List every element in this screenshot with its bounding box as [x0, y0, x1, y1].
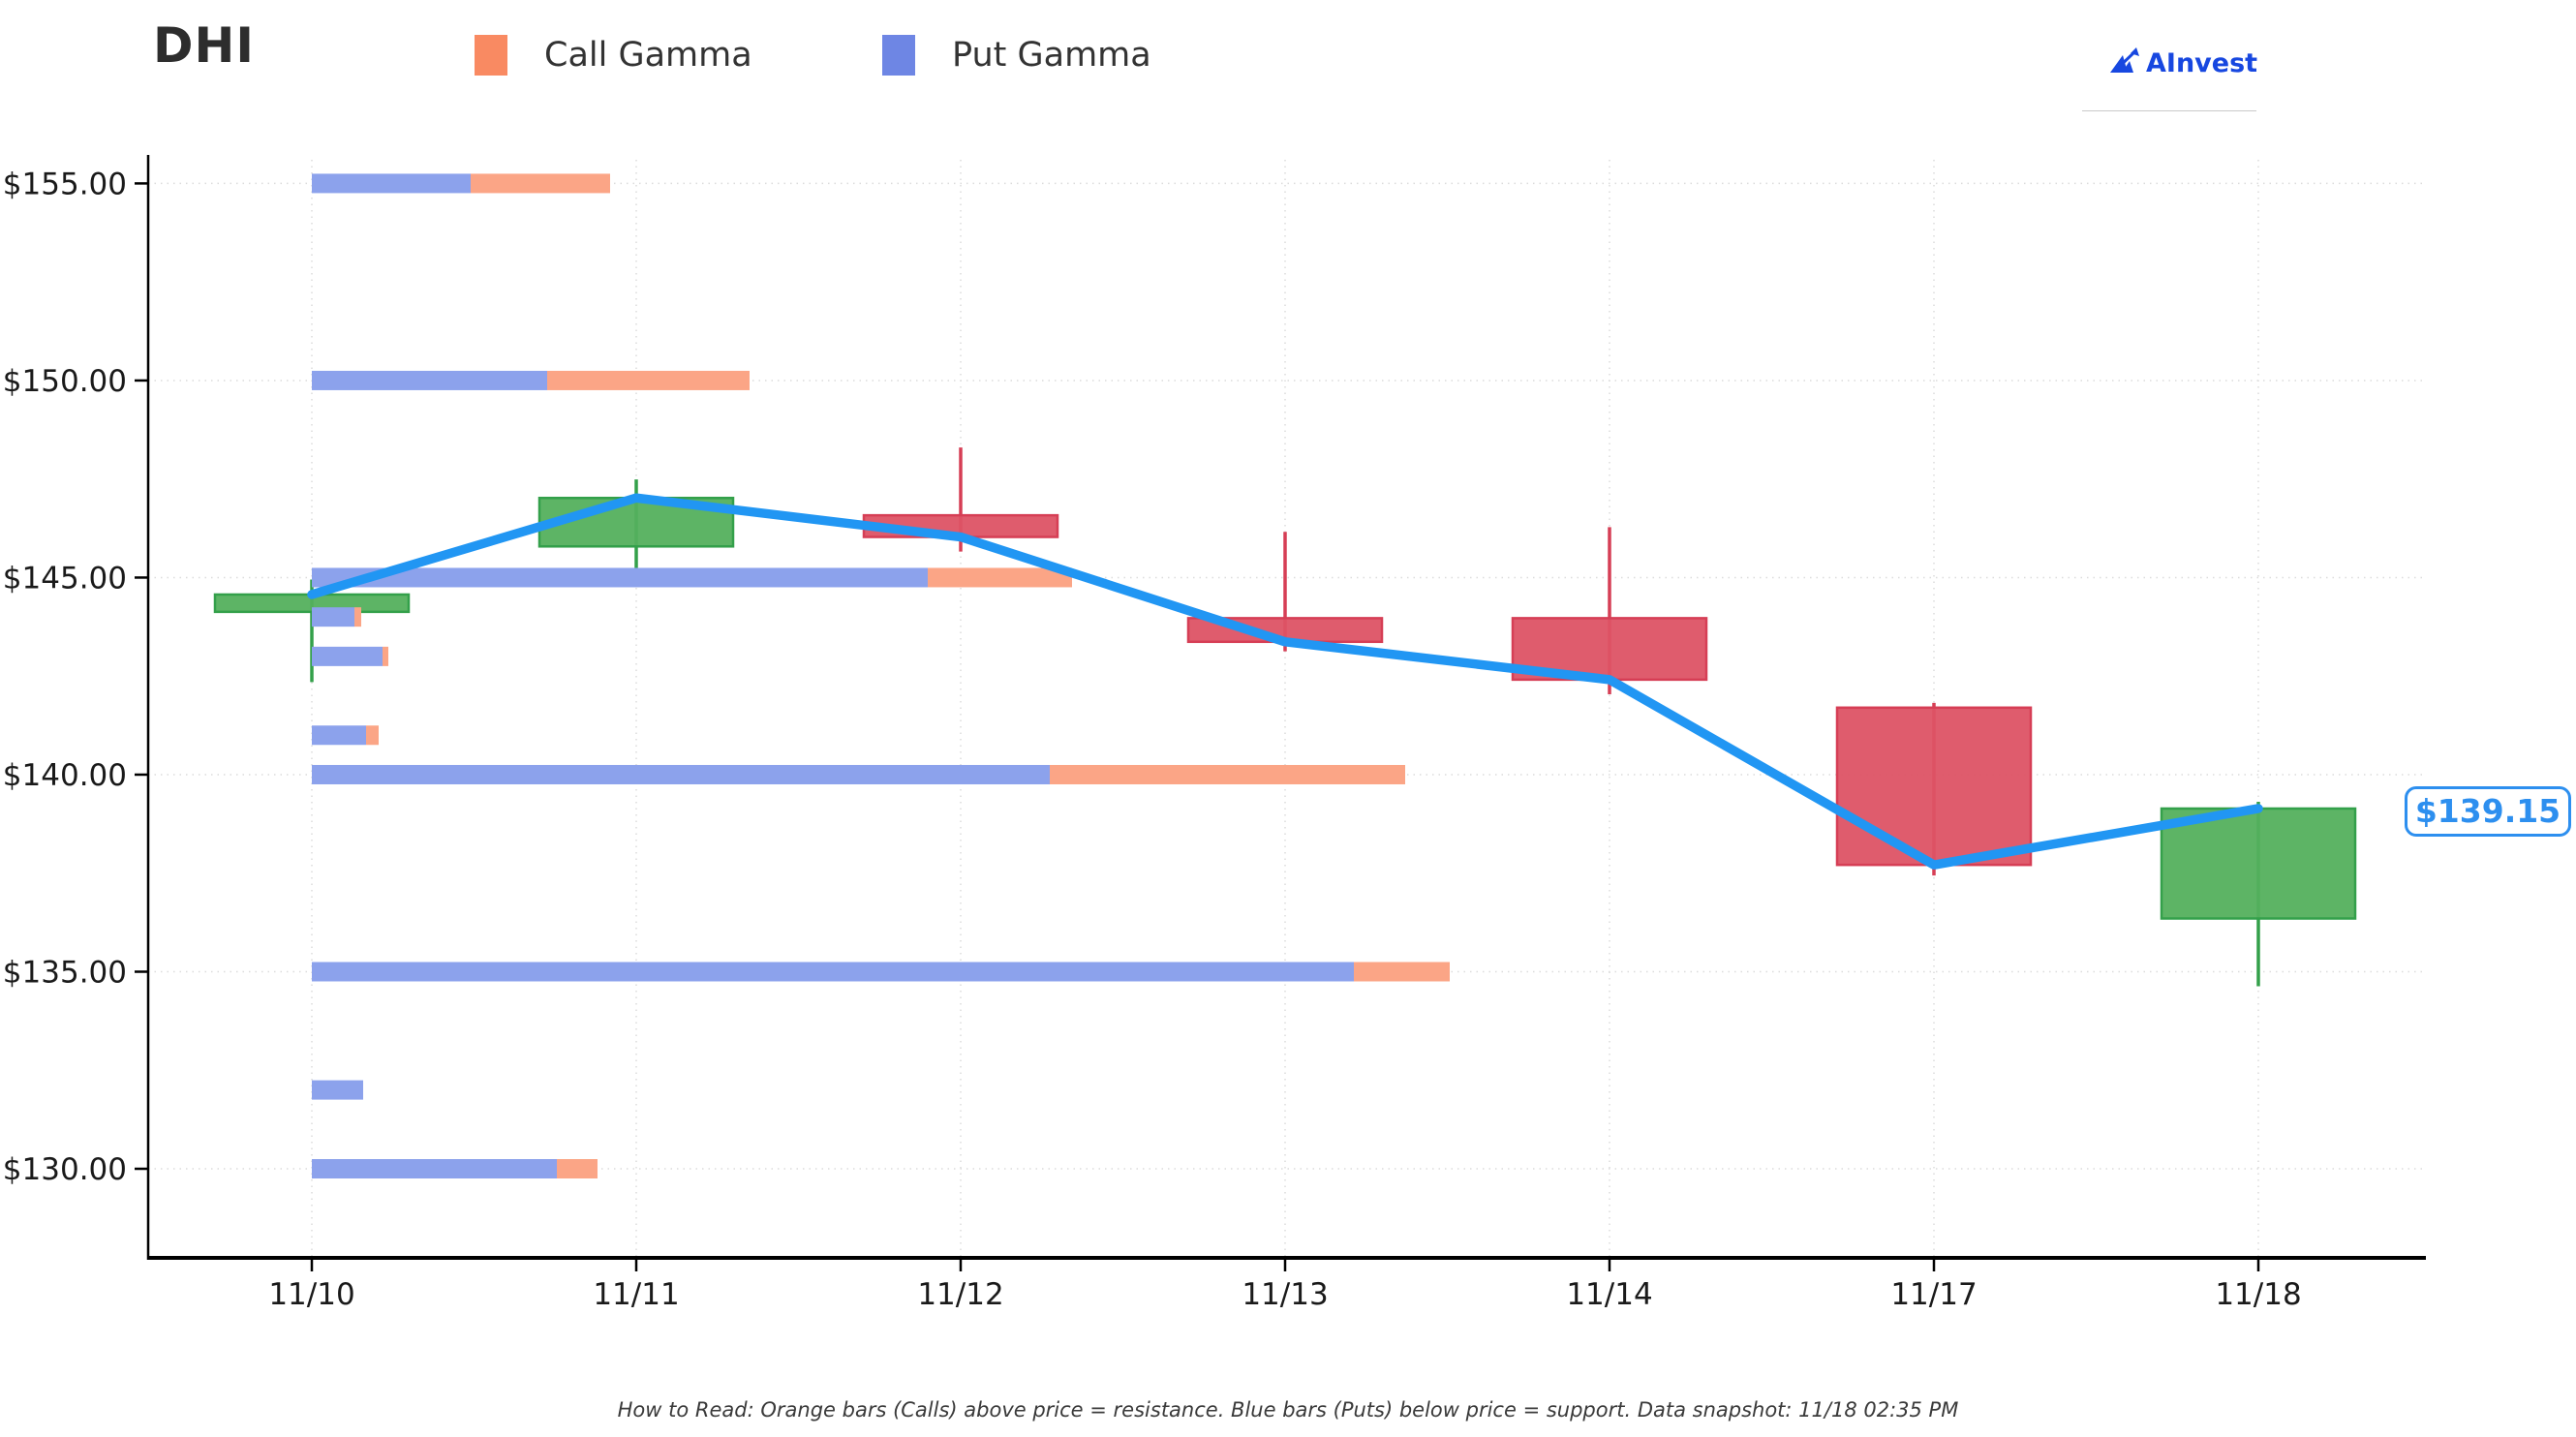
- legend: Call Gamma Put Gamma: [0, 0, 2576, 116]
- current-price-badge: $139.15: [2405, 785, 2571, 837]
- call-gamma-bar: [557, 1159, 598, 1179]
- call-gamma-bar: [366, 725, 379, 746]
- x-tick-label: 11/12: [917, 1277, 1003, 1312]
- how-to-read-note: How to Read: Orange bars (Calls) above p…: [617, 1398, 1959, 1422]
- x-tick-label: 11/11: [593, 1277, 679, 1312]
- brand-name: AInvest: [2146, 47, 2258, 78]
- x-tick-label: 11/14: [1566, 1277, 1652, 1312]
- y-tick-label: $135.00: [3, 955, 127, 990]
- call-gamma-bar: [471, 173, 610, 194]
- put-gamma-bar: [312, 725, 366, 746]
- call-gamma-bar: [1050, 764, 1405, 784]
- y-tick-label: $150.00: [3, 364, 127, 399]
- call-gamma-bar: [383, 646, 388, 666]
- put-gamma-bar: [312, 173, 471, 194]
- y-tick-label: $145.00: [3, 561, 127, 596]
- candle-down: [1835, 706, 2033, 867]
- put-gamma-bar: [312, 1159, 557, 1179]
- put-gamma-bar: [312, 370, 547, 390]
- put-gamma-bar: [312, 646, 383, 666]
- put-gamma-bar: [312, 764, 1050, 784]
- put-gamma-bar: [312, 607, 354, 627]
- legend-label: Put Gamma: [952, 36, 1151, 75]
- y-tick-label: $155.00: [3, 167, 127, 201]
- page-title: DHI: [153, 17, 255, 74]
- call-gamma-bar: [547, 370, 750, 390]
- x-tick-label: 11/13: [1242, 1277, 1328, 1312]
- put-gamma-swatch-icon: [882, 35, 915, 76]
- legend-item-put-gamma: Put Gamma: [882, 35, 1151, 76]
- price-line: [307, 493, 2263, 870]
- put-gamma-bar: [312, 962, 1354, 982]
- y-tick-label: $130.00: [3, 1152, 127, 1187]
- call-gamma-bar: [354, 607, 361, 627]
- x-tick-label: 11/17: [1890, 1277, 1977, 1312]
- mountain-arrow-icon: [2109, 46, 2142, 79]
- call-gamma-bar: [1354, 962, 1450, 982]
- call-gamma-bar: [928, 567, 1072, 588]
- legend-label: Call Gamma: [544, 36, 752, 75]
- brand-logo: AInvest: [2109, 46, 2257, 79]
- put-gamma-bar: [312, 1080, 363, 1100]
- x-tick-label: 11/10: [268, 1277, 354, 1312]
- x-tick-label: 11/18: [2215, 1277, 2301, 1312]
- call-gamma-swatch-icon: [475, 35, 507, 76]
- y-tick-label: $140.00: [3, 758, 127, 793]
- put-gamma-bar: [312, 567, 928, 588]
- legend-item-call-gamma: Call Gamma: [475, 35, 752, 76]
- brand-divider: [2082, 110, 2256, 111]
- candle-up: [2160, 807, 2357, 920]
